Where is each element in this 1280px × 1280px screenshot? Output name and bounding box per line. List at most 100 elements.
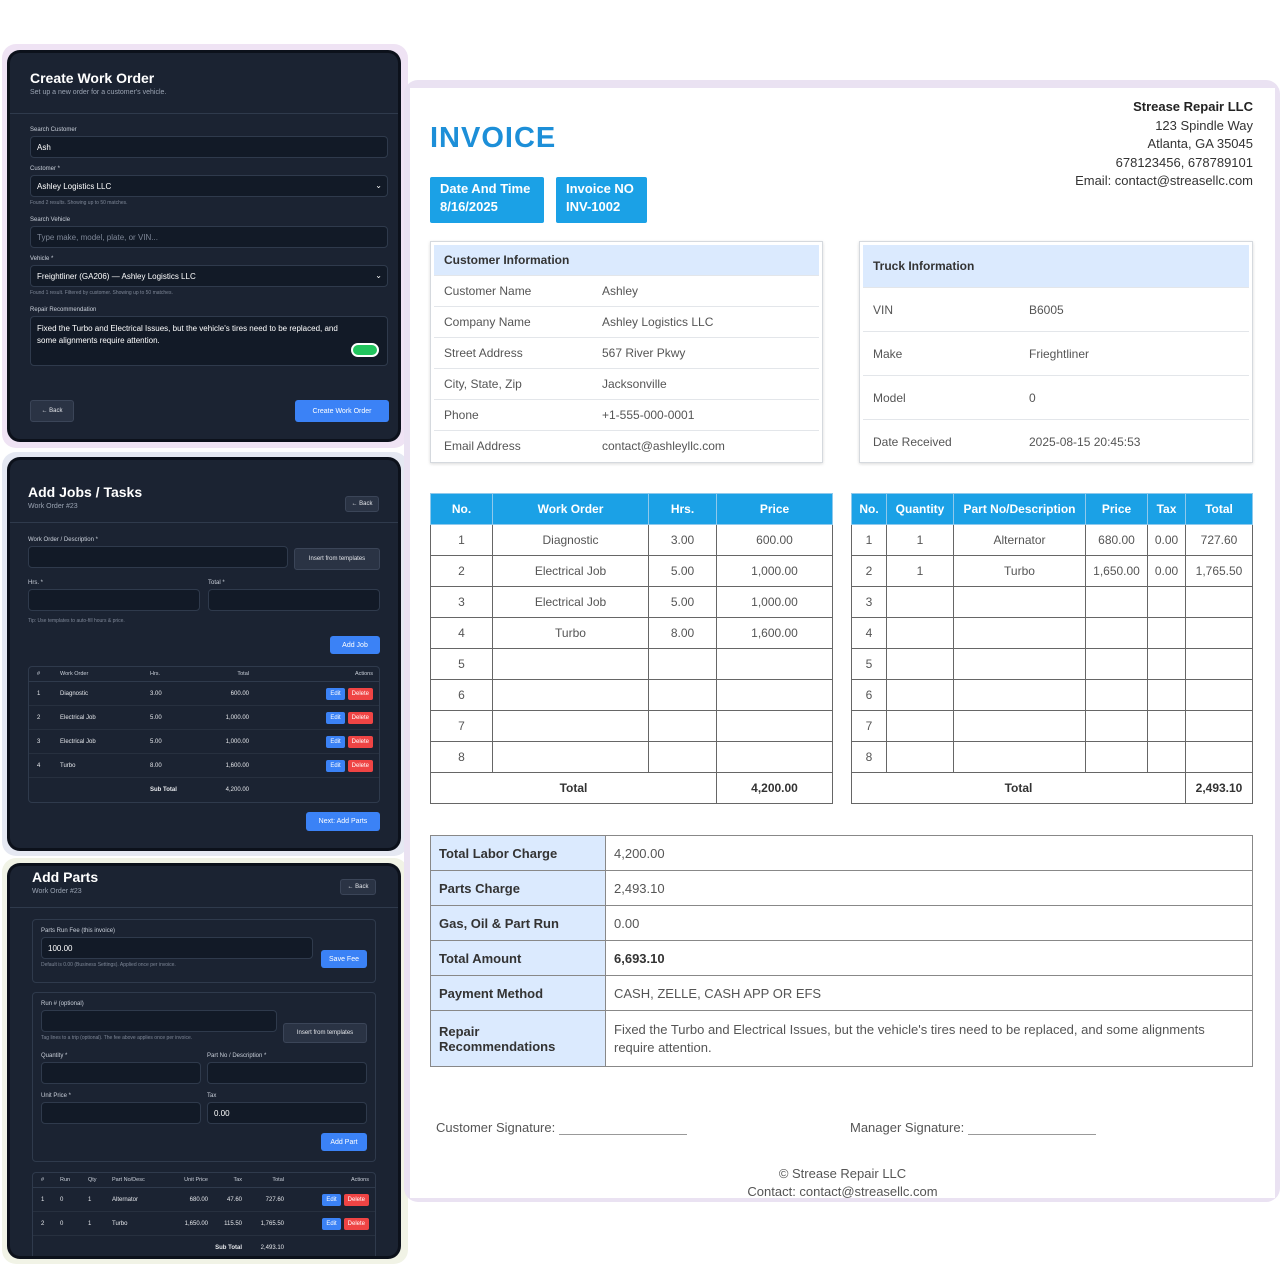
truck-info-header: Truck Information xyxy=(863,245,1249,287)
table-row: 7 xyxy=(430,710,833,742)
invoice-number-label: Invoice NO xyxy=(566,181,634,196)
table-row: 6 xyxy=(851,679,1253,711)
delete-button[interactable]: Delete xyxy=(347,735,373,748)
info-value: Ashley Logistics LLC xyxy=(602,315,714,329)
info-row: City, State, Zip Jacksonville xyxy=(434,368,819,399)
table-row: 1 1 Alternator 680.00 0.00 727.60 xyxy=(851,524,1253,556)
summary-value: Fixed the Turbo and Electrical Issues, b… xyxy=(605,1010,1253,1067)
part-desc: Turbo xyxy=(109,1211,167,1236)
next-add-parts-button[interactable]: Next: Add Parts xyxy=(306,812,380,831)
fee-input[interactable]: 100.00 xyxy=(41,937,313,959)
company-name: Strease Repair LLC xyxy=(1133,99,1253,114)
divider xyxy=(10,113,398,114)
part-qty: 1 xyxy=(85,1211,109,1236)
col-header: Unit Price xyxy=(167,1173,211,1188)
delete-button[interactable]: Delete xyxy=(347,711,373,724)
edit-button[interactable]: Edit xyxy=(322,1193,341,1206)
summary-key: Gas, Oil & Part Run xyxy=(430,905,606,941)
edit-button[interactable]: Edit xyxy=(326,711,345,724)
col-header: Qty xyxy=(85,1173,109,1188)
part-run: 0 xyxy=(57,1211,85,1236)
subtotal-row: Sub Total 2,493.10 xyxy=(33,1236,375,1257)
edit-button[interactable]: Edit xyxy=(322,1217,341,1230)
add-job-button[interactable]: Add Job xyxy=(330,636,380,654)
total-input[interactable] xyxy=(208,589,380,611)
search-customer-input[interactable]: Ash xyxy=(30,136,388,158)
repair-textarea[interactable]: Fixed the Turbo and Electrical Issues, b… xyxy=(30,316,388,366)
delete-button[interactable]: Delete xyxy=(343,1217,369,1230)
back-button[interactable]: ← Back xyxy=(30,400,74,422)
tip-text: Tip: Use templates to auto-fill hours & … xyxy=(28,618,125,624)
delete-button[interactable]: Delete xyxy=(347,687,373,700)
quantity-input[interactable] xyxy=(41,1062,201,1084)
summary-table: Total Labor Charge 4,200.00 Parts Charge 2… xyxy=(430,835,1253,1067)
edit-button[interactable]: Edit xyxy=(326,759,345,772)
cell xyxy=(648,710,717,742)
subtotal-row: Sub Total 4,200.00 xyxy=(29,778,379,802)
insert-templates-button[interactable]: Insert from templates xyxy=(294,548,380,570)
job-total: 1,000.00 xyxy=(202,705,252,730)
info-key: Phone xyxy=(444,408,479,422)
cell xyxy=(886,679,954,711)
insert-templates-button[interactable]: Insert from templates xyxy=(283,1023,367,1043)
search-vehicle-input[interactable]: Type make, model, plate, or VIN... xyxy=(30,226,388,248)
cell: 2 xyxy=(851,555,887,587)
total-label: Total * xyxy=(208,580,225,586)
unit-price-input[interactable] xyxy=(41,1102,201,1124)
edit-button[interactable]: Edit xyxy=(326,687,345,700)
table-row: 8 xyxy=(430,741,833,773)
info-value: Frieghtliner xyxy=(1029,346,1090,361)
table-row: 1 Diagnostic 3.00 600.00 Edit Delete xyxy=(29,681,379,706)
row-number: 1 xyxy=(29,681,57,706)
customer-signature: Customer Signature: xyxy=(436,1120,688,1135)
table-row: 3 xyxy=(851,586,1253,618)
customer-select[interactable]: Ashley Logistics LLC ⌄ xyxy=(30,175,388,197)
cell: Diagnostic xyxy=(492,524,649,556)
delete-button[interactable]: Delete xyxy=(343,1193,369,1206)
tax-value: 0.00 xyxy=(214,1108,230,1118)
save-fee-button[interactable]: Save Fee xyxy=(321,950,367,968)
info-key: Model xyxy=(873,390,906,405)
run-input[interactable] xyxy=(41,1010,277,1032)
cell xyxy=(492,710,649,742)
col-header: Run xyxy=(57,1173,85,1188)
col-header: Actions xyxy=(287,1173,375,1188)
cell xyxy=(1147,710,1186,742)
back-button[interactable]: ← Back xyxy=(340,879,376,895)
cell: 8 xyxy=(430,741,493,773)
company-phones: 678123456, 678789101 xyxy=(1115,154,1253,170)
cell xyxy=(492,679,649,711)
job-total: 600.00 xyxy=(202,681,252,706)
table-row: 7 xyxy=(851,710,1253,742)
cell: 0.00 xyxy=(1147,524,1186,556)
tax-input[interactable]: 0.00 xyxy=(207,1102,367,1124)
cell: 3 xyxy=(851,586,887,618)
cell: Alternator xyxy=(953,524,1086,556)
back-button[interactable]: ← Back xyxy=(345,496,379,512)
add-part-button[interactable]: Add Part xyxy=(321,1133,367,1151)
signature-line xyxy=(968,1134,1097,1135)
cell: 1 xyxy=(430,524,493,556)
cell: 1 xyxy=(851,524,887,556)
summary-value: 0.00 xyxy=(605,905,1253,941)
create-work-order-button[interactable]: Create Work Order xyxy=(295,400,389,422)
edit-button[interactable]: Edit xyxy=(326,735,345,748)
cell: 1,000.00 xyxy=(716,586,833,618)
customer-select-value: Ashley Logistics LLC xyxy=(37,181,112,191)
hours-input[interactable] xyxy=(28,589,200,611)
info-key: City, State, Zip xyxy=(444,377,522,391)
part-input[interactable] xyxy=(207,1062,367,1084)
invoice-document: INVOICE Strease Repair LLC 123 Spindle W… xyxy=(410,88,1275,1198)
cell xyxy=(1085,586,1148,618)
cell xyxy=(953,741,1086,773)
fee-label: Parts Run Fee (this invoice) xyxy=(41,928,116,934)
signature-line xyxy=(559,1134,688,1135)
cell xyxy=(953,617,1086,649)
subtotal-value: 4,200.00 xyxy=(225,786,249,793)
cell: 600.00 xyxy=(716,524,833,556)
table-row: 5 xyxy=(430,648,833,680)
delete-button[interactable]: Delete xyxy=(347,759,373,772)
part-total: 727.60 xyxy=(245,1187,287,1212)
vehicle-select[interactable]: Freightliner (GA206) — Ashley Logistics … xyxy=(30,265,388,287)
description-input[interactable] xyxy=(28,546,288,568)
